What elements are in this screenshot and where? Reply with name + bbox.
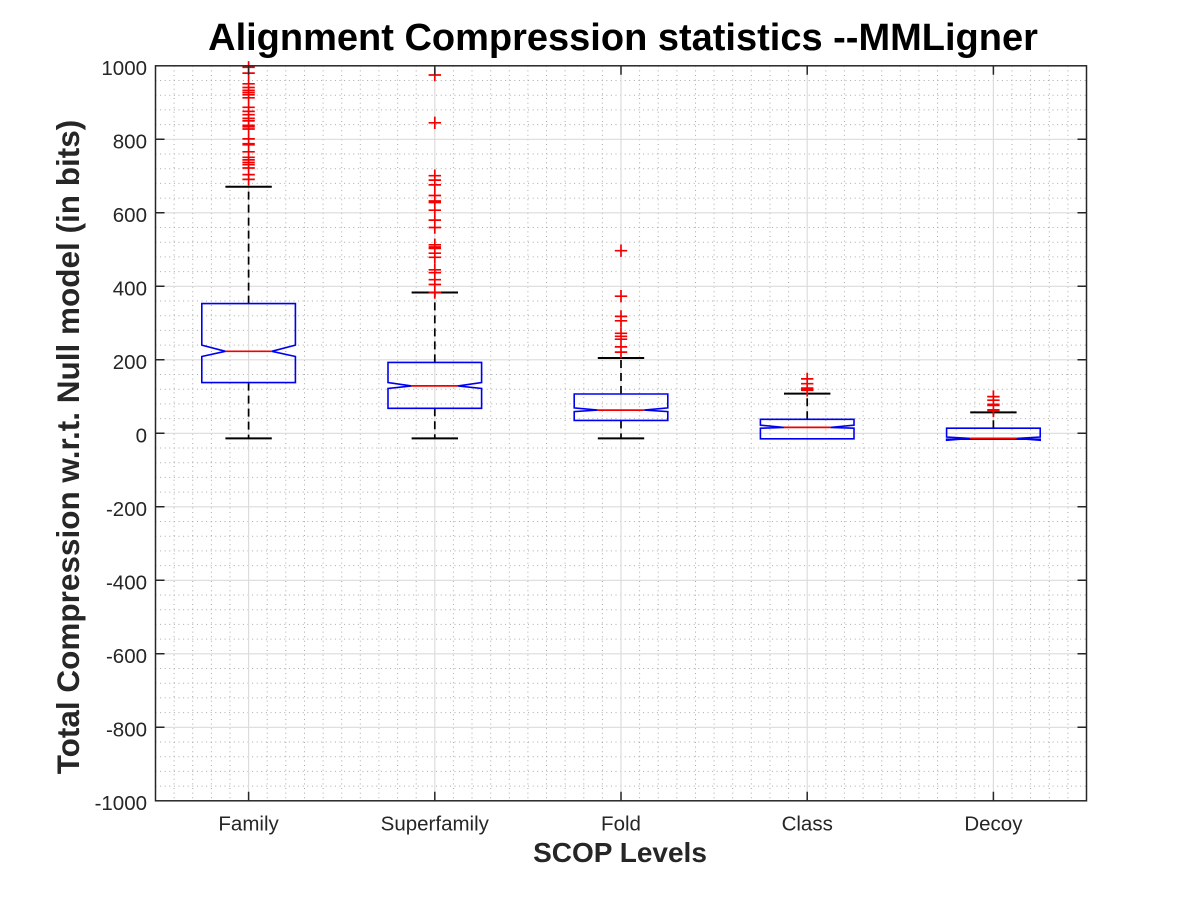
- svg-text:SCOP Levels: SCOP Levels: [533, 837, 707, 868]
- svg-text:Family: Family: [218, 813, 279, 836]
- svg-text:200: 200: [113, 351, 147, 374]
- svg-text:800: 800: [113, 131, 147, 154]
- svg-text:Class: Class: [782, 813, 833, 836]
- svg-text:Total Compression w.r.t. Null: Total Compression w.r.t. Null model (in …: [50, 120, 86, 775]
- svg-text:1000: 1000: [101, 57, 147, 80]
- svg-text:Fold: Fold: [601, 813, 641, 836]
- svg-text:600: 600: [113, 204, 147, 227]
- svg-text:-400: -400: [106, 572, 147, 595]
- svg-text:-600: -600: [106, 645, 147, 668]
- svg-text:Superfamily: Superfamily: [381, 813, 490, 836]
- svg-text:-200: -200: [106, 498, 147, 521]
- svg-text:0: 0: [136, 425, 147, 448]
- svg-text:400: 400: [113, 278, 147, 301]
- svg-text:Alignment Compression statisti: Alignment Compression statistics --MMLig…: [208, 17, 1038, 59]
- svg-text:Decoy: Decoy: [964, 813, 1023, 836]
- svg-text:-1000: -1000: [95, 792, 147, 815]
- svg-text:-800: -800: [106, 719, 147, 742]
